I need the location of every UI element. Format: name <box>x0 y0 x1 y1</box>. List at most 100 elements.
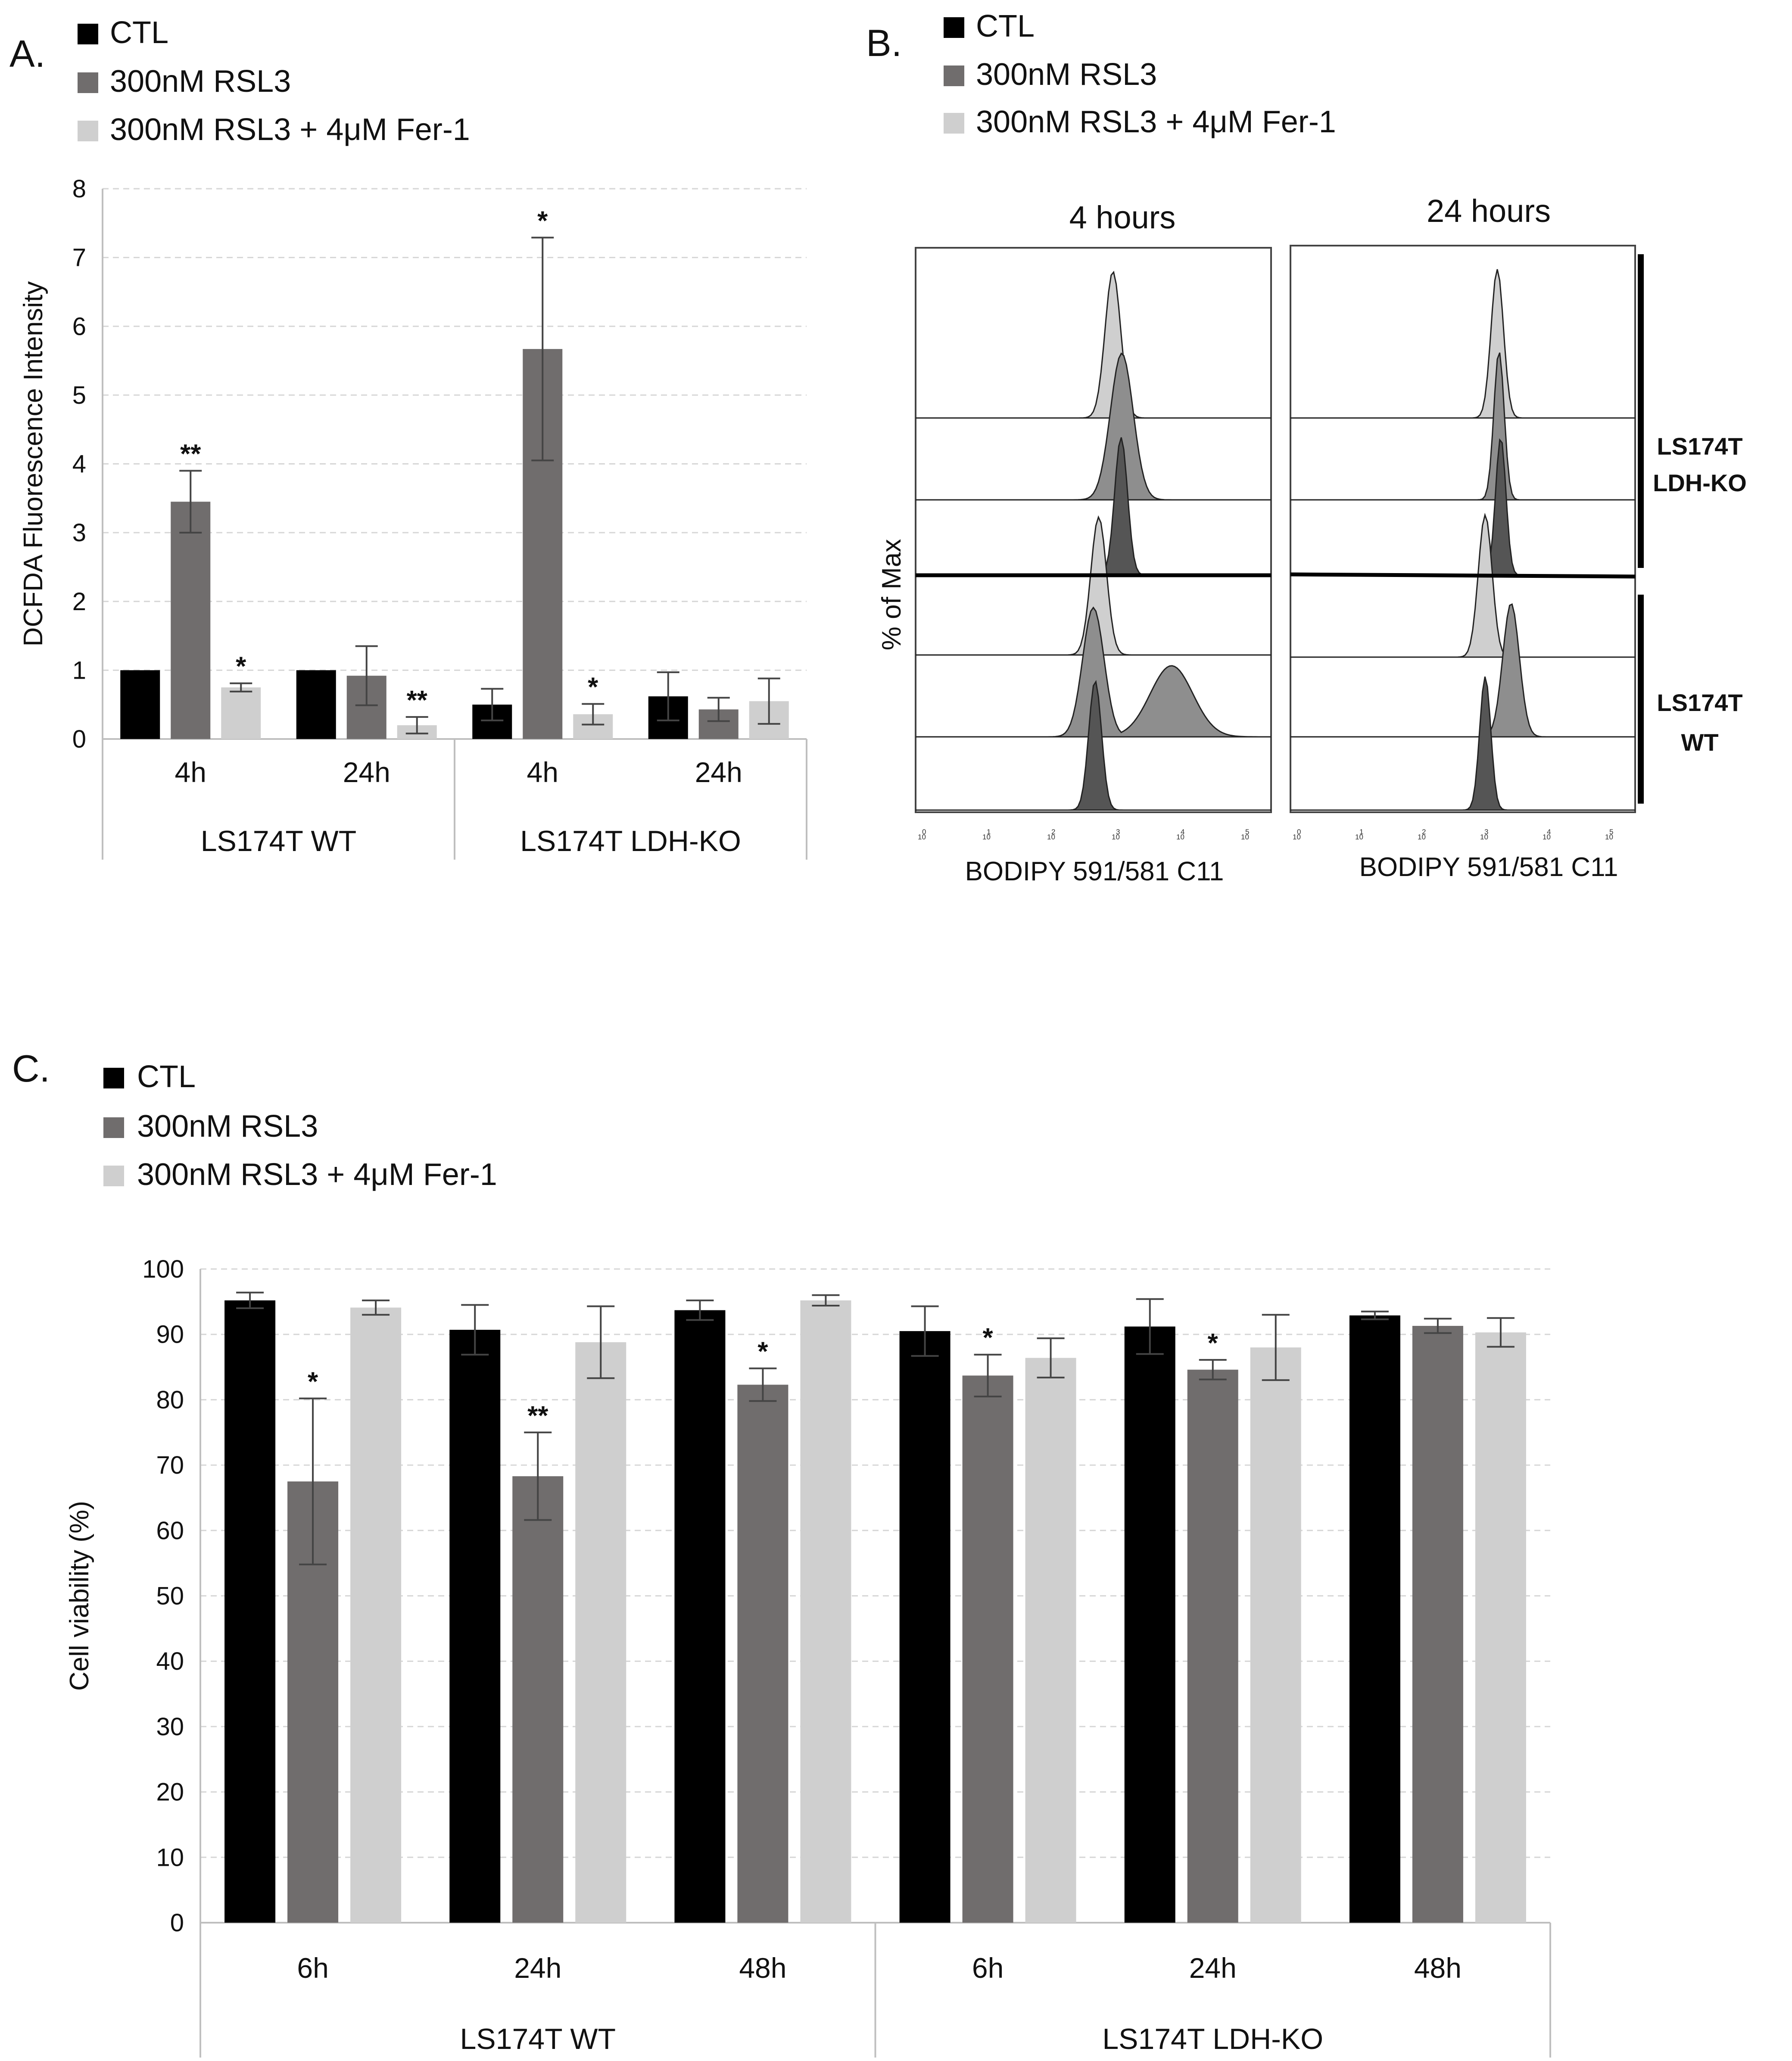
panel-a-legend: CTL 300nM RSL3 300nM RSL3 + 4μM Fer-1 <box>78 16 470 147</box>
histogram-ctl <box>1290 438 1635 576</box>
flow-tick-1e3: 103 <box>1112 828 1120 841</box>
svg-text:10: 10 <box>1293 833 1301 841</box>
x-tick-label: 24h <box>514 1952 561 1984</box>
y-tick-label: 40 <box>156 1647 184 1675</box>
svg-text:10: 10 <box>1543 833 1551 841</box>
svg-text:3: 3 <box>1116 828 1120 836</box>
y-tick-label: 3 <box>72 519 86 547</box>
svg-text:5: 5 <box>1245 828 1249 836</box>
flow-tick-1e5: 105 <box>1605 828 1613 841</box>
svg-text:2: 2 <box>1051 828 1055 836</box>
x-tick-label: 6h <box>297 1952 328 1984</box>
flow-tick-1e3: 103 <box>1480 828 1488 841</box>
svg-text:10: 10 <box>982 833 991 841</box>
bar-300nm-rsl3 <box>962 1375 1013 1923</box>
histogram-rsl3 <box>916 606 1271 738</box>
histogram-rsl3 <box>1290 352 1635 501</box>
significance-marker: * <box>236 652 246 682</box>
panel-a-letter: A. <box>9 32 45 75</box>
legend-swatch-ctl <box>944 17 964 38</box>
legend-label-rsl3-fer1: 300nM RSL3 + 4μM Fer-1 <box>137 1157 497 1192</box>
panel-b-letter: B. <box>866 22 902 64</box>
svg-text:4: 4 <box>1547 828 1551 836</box>
panel-c: C. CTL 300nM RSL3 300nM RSL3 + 4μM Fer-1… <box>12 1047 1551 2058</box>
significance-marker: * <box>537 206 548 236</box>
x-tick-label: 6h <box>972 1952 1004 1984</box>
flow-tick-1e2: 102 <box>1418 828 1426 841</box>
bar-ctl <box>1349 1315 1400 1923</box>
x-tick-label: 24h <box>1189 1952 1237 1984</box>
flow-tick-1e0: 100 <box>918 828 926 841</box>
flow-histograms-4h <box>916 271 1271 811</box>
bar-300nm-rsl3-4-m-fer-1 <box>221 687 261 739</box>
histogram-rsl3 <box>916 352 1271 501</box>
panel-b-legend: CTL 300nM RSL3 300nM RSL3 + 4μM Fer-1 <box>944 9 1336 139</box>
bar-ctl <box>120 670 160 739</box>
legend-swatch-rsl3 <box>944 65 964 86</box>
svg-text:5: 5 <box>1609 828 1613 836</box>
histogram-rsl3 <box>1290 603 1635 738</box>
flow-tick-1e0: 100 <box>1293 828 1301 841</box>
y-tick-label: 5 <box>72 381 86 409</box>
svg-text:10: 10 <box>918 833 926 841</box>
flow-box-24h <box>1290 245 1636 813</box>
flow-xaxis-24h: 100 101 102 103 104 105 <box>1293 828 1613 841</box>
y-tick-label: 7 <box>72 244 86 272</box>
bar-300nm-rsl3-4-m-fer-1 <box>575 1342 626 1923</box>
bar-300nm-rsl3-4-m-fer-1 <box>1025 1358 1076 1923</box>
legend-label-rsl3-fer1: 300nM RSL3 + 4μM Fer-1 <box>976 105 1336 139</box>
y-tick-label: 90 <box>156 1321 184 1349</box>
flow-tick-1e1: 101 <box>1355 828 1363 841</box>
group-label-ls174t-wt: LS174T WT <box>460 2023 616 2055</box>
y-tick-label: 60 <box>156 1517 184 1545</box>
y-tick-label: 8 <box>72 175 86 203</box>
svg-text:1: 1 <box>1359 828 1363 836</box>
bar-300nm-rsl3-4-m-fer-1 <box>350 1307 402 1923</box>
bar-ctl <box>296 670 336 739</box>
svg-text:0: 0 <box>922 828 926 836</box>
svg-text:10: 10 <box>1418 833 1426 841</box>
histogram-ctl <box>1290 676 1635 811</box>
svg-text:10: 10 <box>1480 833 1488 841</box>
bar-ctl <box>224 1300 276 1923</box>
significance-marker: ** <box>180 439 201 469</box>
flow-group-wt-line2: WT <box>1681 729 1718 756</box>
legend-swatch-ctl <box>103 1068 124 1088</box>
significance-marker: ** <box>527 1401 549 1431</box>
bar-300nm-rsl3 <box>1412 1325 1463 1923</box>
flow-tick-1e1: 101 <box>982 828 991 841</box>
legend-swatch-ctl <box>78 24 98 44</box>
bar-ctl <box>899 1331 951 1923</box>
flow-histograms-24h <box>1290 269 1635 811</box>
svg-text:10: 10 <box>1355 833 1363 841</box>
group-label-ls174t-ldh-ko: LS174T LDH-KO <box>520 825 741 857</box>
legend-label-ctl: CTL <box>110 16 168 50</box>
histogram-fer1 <box>1290 269 1635 419</box>
svg-text:1: 1 <box>987 828 991 836</box>
legend-label-rsl3: 300nM RSL3 <box>137 1109 318 1144</box>
x-tick-label: 24h <box>695 756 742 788</box>
histogram-ctl <box>916 680 1271 811</box>
bar-ctl <box>674 1310 726 1923</box>
panel-c-letter: C. <box>12 1047 50 1090</box>
legend-swatch-rsl3 <box>103 1117 124 1138</box>
flow-divider-24h <box>1290 572 1636 579</box>
svg-text:10: 10 <box>1605 833 1613 841</box>
legend-swatch-rsl3-fer1 <box>944 113 964 134</box>
x-tick-label: 4h <box>527 756 558 788</box>
bar-300nm-rsl3 <box>171 502 211 739</box>
histogram-fer1 <box>1290 512 1635 658</box>
legend-label-ctl: CTL <box>137 1060 196 1094</box>
bar-300nm-rsl3-4-m-fer-1 <box>1250 1347 1301 1923</box>
bar-300nm-rsl3 <box>737 1384 788 1923</box>
x-tick-label: 4h <box>175 756 206 788</box>
y-tick-label: 50 <box>156 1582 184 1610</box>
histogram-fer1 <box>916 515 1271 656</box>
flow-ylabel: % of Max <box>877 539 907 650</box>
panel-a-chart: 0 1 2 3 4 5 6 7 8 DCFDA Fluorescence Intensity 4h 2… <box>19 175 807 860</box>
y-tick-label: 70 <box>156 1451 184 1479</box>
significance-marker: * <box>757 1337 768 1367</box>
x-tick-label: 48h <box>739 1952 786 1984</box>
y-tick-label: 20 <box>156 1778 184 1806</box>
